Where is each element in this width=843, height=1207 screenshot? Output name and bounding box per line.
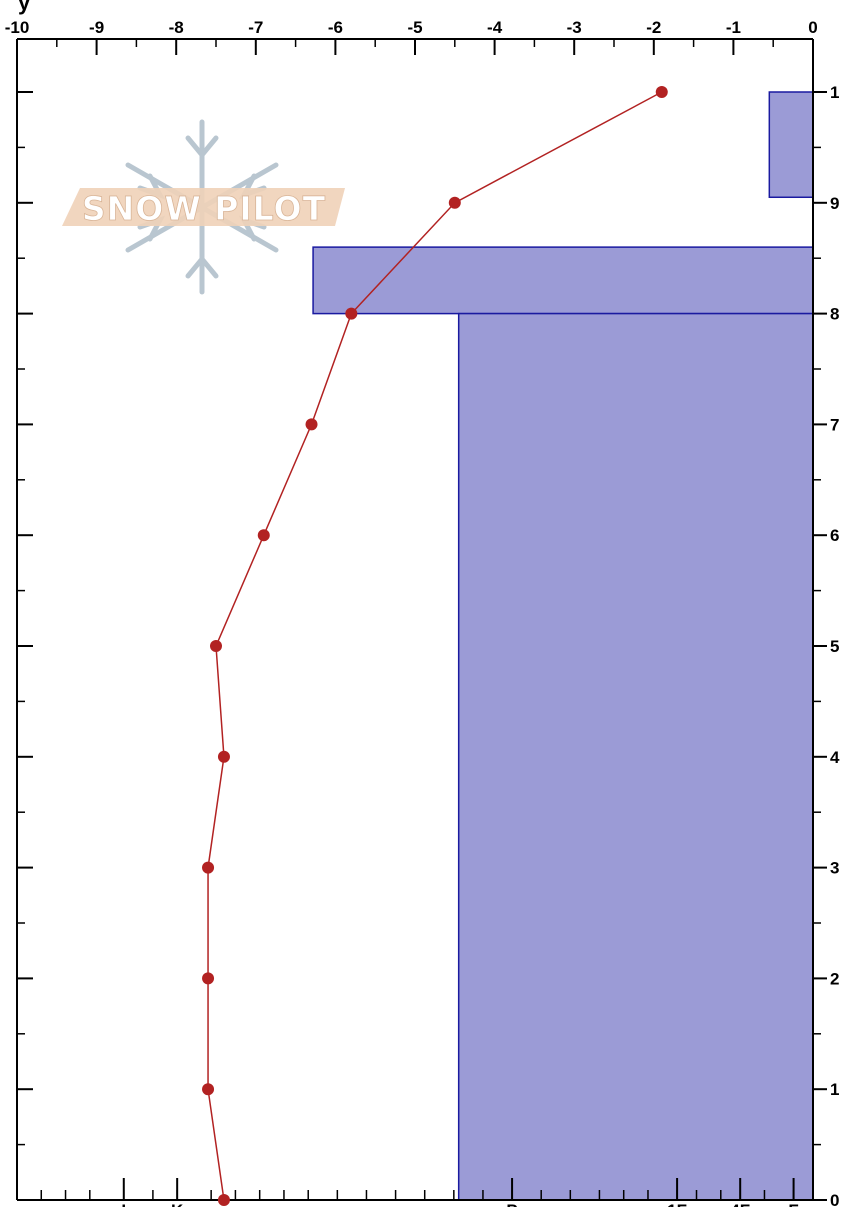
top-tick-label: -6: [328, 18, 343, 37]
right-tick-label: 0: [830, 1191, 839, 1207]
temperature-point: [305, 418, 318, 431]
hardness-layer-0: [768, 91, 814, 199]
temperature-point: [345, 307, 358, 320]
bottom-hardness-label: K: [171, 1201, 184, 1207]
watermark-band: [62, 188, 345, 226]
bottom-hardness-label: P: [506, 1201, 517, 1207]
top-tick-label: -5: [407, 18, 422, 37]
right-tick-label: 6: [830, 526, 839, 545]
top-tick-label: 0: [808, 18, 817, 37]
top-tick-label: -7: [248, 18, 263, 37]
hardness-layer-2: [457, 312, 814, 1201]
right-tick-label: 8: [830, 305, 839, 324]
temperature-point: [217, 1194, 230, 1206]
right-tick-label: 1: [830, 83, 839, 102]
top-tick-label: -2: [646, 18, 661, 37]
temperature-point: [257, 529, 270, 542]
snow-pilot-watermark: SNOW PILOT: [62, 119, 345, 295]
top-tick-label: -10: [5, 18, 30, 37]
bottom-hardness-label: I: [121, 1201, 126, 1207]
temperature-point: [448, 196, 461, 209]
hardness-layers: [312, 91, 814, 1201]
bottom-hardness-label: F: [788, 1201, 798, 1207]
hardness-layer-1: [312, 246, 814, 315]
bottom-axis: I K P 1F 4F F: [40, 1178, 799, 1207]
temperature-point: [202, 861, 215, 874]
top-tick-label: -1: [726, 18, 741, 37]
bottom-hardness-label: 1F: [667, 1201, 687, 1207]
right-tick-label: 3: [830, 859, 839, 878]
top-tick-label: -4: [487, 18, 503, 37]
chart-title-fragment: y: [18, 0, 31, 15]
temperature-point: [202, 1083, 215, 1096]
top-tick-label: -9: [89, 18, 104, 37]
right-tick-label: 5: [830, 637, 839, 656]
temperature-point: [210, 640, 222, 652]
temperature-point: [655, 86, 668, 98]
right-tick-label: 1: [830, 1080, 839, 1099]
top-tick-label: -8: [169, 18, 184, 37]
right-axis: 0 1 2 3 4 5 6 7 8 9 1: [17, 83, 840, 1207]
right-tick-label: 4: [830, 748, 840, 767]
right-tick-label: 7: [830, 415, 839, 434]
top-axis: -10 -9 -8 -7 -6 -5 -4 -3 -2 -1 0: [5, 18, 818, 55]
bottom-hardness-label: 4F: [730, 1201, 750, 1207]
temperature-point: [202, 972, 215, 985]
temperature-point: [217, 750, 230, 763]
right-tick-label: 9: [830, 194, 839, 213]
right-tick-label: 2: [830, 969, 839, 988]
top-tick-label: -3: [567, 18, 582, 37]
watermark-text: SNOW PILOT: [82, 189, 326, 228]
temperature-series: [202, 86, 668, 1206]
